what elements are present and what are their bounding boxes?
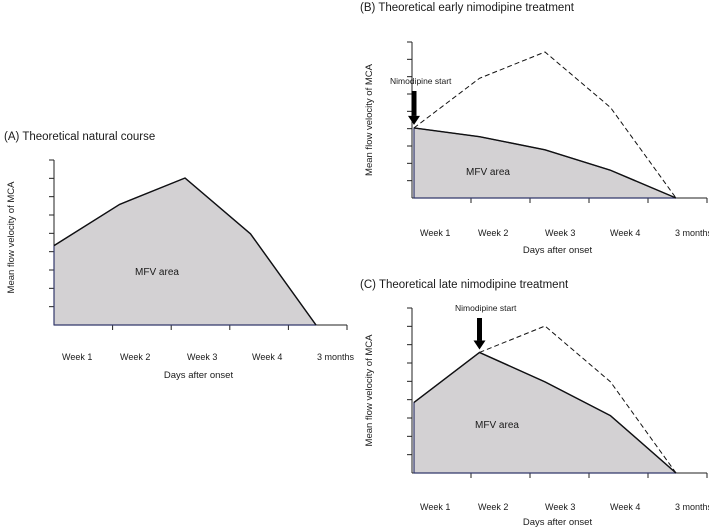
- x-tick-label: 3 months: [317, 352, 355, 362]
- x-tick-label: Week 1: [420, 228, 450, 238]
- y-axis-label: Mean flow velocity of MCA: [364, 334, 375, 447]
- mfv-curve: [53, 177, 317, 326]
- x-tick-label: Week 1: [420, 502, 450, 512]
- x-axis-label: Days after onset: [523, 245, 593, 256]
- x-tick-label: Week 3: [545, 502, 575, 512]
- x-tick-label: Week 3: [187, 352, 217, 362]
- down-arrow-icon: [473, 340, 486, 350]
- nimodipine-start-label: Nimodipine start: [455, 303, 517, 313]
- x-tick-label: Week 2: [478, 228, 508, 238]
- x-tick-label: Week 4: [252, 352, 282, 362]
- chart-panel-a: (A) Theoretical natural course Week 1 Week…: [4, 131, 355, 381]
- area-label: MFV area: [466, 167, 510, 178]
- mfv-curve: [413, 127, 677, 199]
- arrow-shaft-icon: [477, 318, 482, 341]
- chart-panel-b: (B) Theoretical early nimodipine treatme…: [360, 2, 709, 256]
- x-tick-label: 3 months: [675, 228, 709, 238]
- x-axis-label: Days after onset: [523, 517, 593, 528]
- chart-panel-c: (C) Theoretical late nimodipine treatmen…: [360, 279, 709, 528]
- x-tick-label: Week 2: [120, 352, 150, 362]
- mfv-curve: [413, 351, 677, 474]
- natural-course-dashed-line: [413, 51, 677, 199]
- area-label: MFV area: [135, 267, 179, 278]
- y-axis-label: Mean flow velocity of MCA: [6, 181, 17, 294]
- arrow-shaft-icon: [411, 91, 417, 116]
- chart-title: (B) Theoretical early nimodipine treatme…: [360, 2, 575, 14]
- chart-title: (A) Theoretical natural course: [4, 131, 155, 143]
- down-arrow-icon: [408, 115, 420, 125]
- y-axis-label: Mean flow velocity of MCA: [364, 63, 375, 176]
- x-tick-label: 3 months: [675, 502, 709, 512]
- natural-course-dashed-line: [479, 325, 677, 474]
- x-tick-label: Week 2: [478, 502, 508, 512]
- x-axis-label: Days after onset: [164, 370, 234, 381]
- mfv-area-polygon: [53, 177, 317, 326]
- area-label: MFV area: [475, 420, 519, 431]
- chart-title: (C) Theoretical late nimodipine treatmen…: [360, 279, 569, 291]
- mfv-area-polygon: [413, 127, 677, 199]
- x-tick-label: Week 4: [610, 502, 640, 512]
- x-tick-label: Week 4: [610, 228, 640, 238]
- x-tick-label: Week 3: [545, 228, 575, 238]
- nimodipine-start-label: Nimodipine start: [390, 76, 452, 86]
- x-tick-label: Week 1: [62, 352, 92, 362]
- mfv-area-polygon: [413, 351, 677, 474]
